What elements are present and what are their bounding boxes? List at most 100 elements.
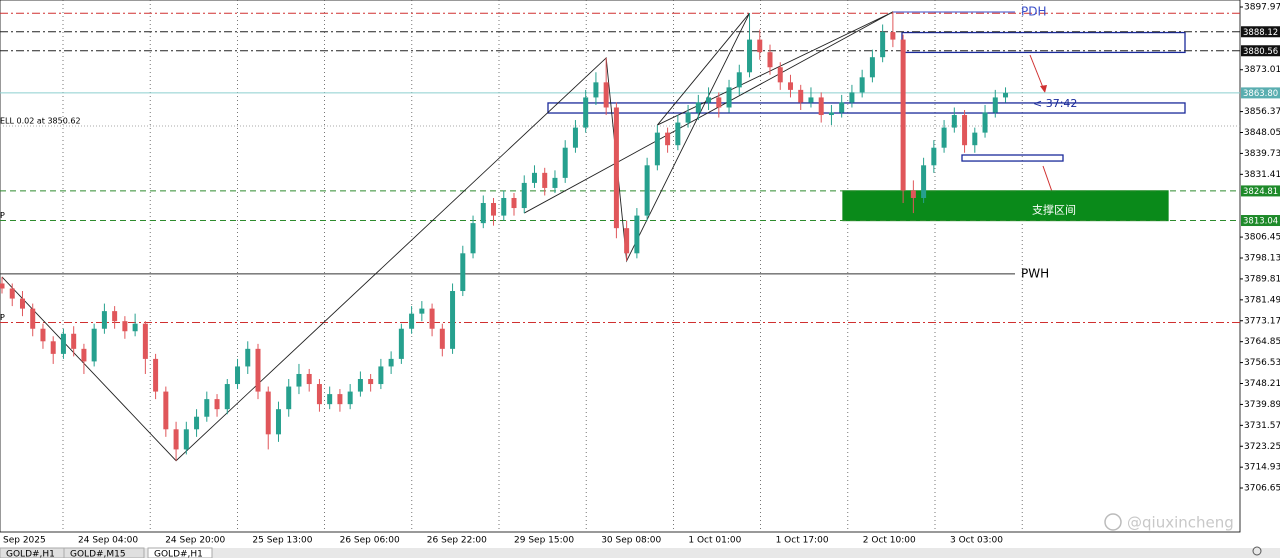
candle-body <box>736 72 742 88</box>
x-tick-label: 24 Sep 04:00 <box>78 536 138 546</box>
candle-body <box>255 348 261 392</box>
zone-label: 支撑区间 <box>1032 203 1076 217</box>
candle-body <box>50 341 56 354</box>
candle-body <box>173 429 179 450</box>
candle-body <box>982 112 988 133</box>
candle-body <box>951 115 957 128</box>
candle-body <box>19 298 25 309</box>
level-label: ELL 0.02 at 3850.62 <box>0 117 81 126</box>
watermark-icon <box>1104 513 1122 531</box>
y-tick-label: 3714.93 <box>1244 463 1280 473</box>
candle-body <box>644 165 650 216</box>
candle-body <box>562 147 568 178</box>
candle-body <box>511 197 517 209</box>
candle-body <box>194 416 200 430</box>
candle-body <box>460 253 466 292</box>
candle-body <box>531 172 537 183</box>
y-tick-label: 3848.05 <box>1244 128 1280 138</box>
candle-body <box>60 333 66 354</box>
x-tick-label: 3 Oct 03:00 <box>950 536 1003 546</box>
zone <box>547 102 1186 114</box>
candle-body <box>624 228 630 254</box>
candle-body <box>0 283 5 289</box>
candle-body <box>142 323 148 359</box>
candle-body <box>163 391 169 430</box>
candle-body <box>30 308 36 329</box>
candle-body <box>910 190 916 198</box>
candle-body <box>91 328 97 362</box>
candle-body <box>245 348 251 367</box>
price-tag-label: 3813.04 <box>1243 217 1278 227</box>
y-tick-label: 3856.37 <box>1244 107 1280 117</box>
tab-label[interactable]: GOLD#,H1 <box>154 550 203 558</box>
candle-body <box>296 373 302 387</box>
candle-body <box>583 97 589 128</box>
candle-body <box>613 107 619 229</box>
price-tag <box>1241 87 1280 99</box>
candle-body <box>521 182 527 209</box>
candle-body <box>388 358 394 367</box>
tab-label[interactable]: GOLD#,H1 <box>6 550 55 558</box>
y-tick-label: 3806.45 <box>1244 233 1280 243</box>
candle-body <box>593 82 599 98</box>
candle-body <box>849 92 855 103</box>
level-label: P <box>0 211 5 220</box>
x-tick-label: 24 Sep 20:00 <box>165 536 225 546</box>
price-tag-label: 3888.12 <box>1243 28 1278 38</box>
candle-body <box>675 122 681 146</box>
candle-body <box>706 97 712 103</box>
level-label: PDH <box>1021 4 1047 18</box>
candle-body <box>767 52 773 68</box>
candle-body <box>859 77 865 93</box>
plot-frame <box>0 0 1241 533</box>
tab[interactable] <box>147 547 213 558</box>
candle-body <box>1003 92 1009 98</box>
candle-body <box>204 399 210 417</box>
y-tick-label: 3731.57 <box>1244 421 1280 431</box>
candle-body <box>81 348 87 362</box>
scroll-icon[interactable] <box>1252 546 1262 556</box>
candle-body <box>828 112 834 116</box>
candle-body <box>357 379 363 392</box>
candle-body <box>972 132 978 146</box>
candle-body <box>931 147 937 166</box>
tab-label[interactable]: GOLD#,M15 <box>70 550 126 558</box>
arrow <box>1029 54 1045 91</box>
y-tick-label: 3756.53 <box>1244 358 1280 368</box>
candle-body <box>337 394 343 405</box>
candle-body <box>818 97 824 116</box>
candle-body <box>726 87 732 108</box>
candle-body <box>101 311 107 329</box>
x-tick-label: 26 Sep 06:00 <box>340 536 400 546</box>
watermark: @qiuxincheng <box>1127 514 1234 532</box>
x-tick-label: 25 Sep 13:00 <box>252 536 312 546</box>
y-tick-label: 3897.97 <box>1244 2 1280 12</box>
candle-body <box>757 39 763 53</box>
candle-body <box>368 379 374 385</box>
price-tag <box>1241 26 1280 38</box>
x-tick-label: 30 Sep 08:00 <box>601 536 661 546</box>
candle-body <box>398 328 404 359</box>
y-tick-label: 3789.81 <box>1244 274 1280 284</box>
tab[interactable] <box>63 547 145 558</box>
candle-body <box>777 67 783 83</box>
y-tick-label: 3739.89 <box>1244 400 1280 410</box>
candle-body <box>112 311 118 322</box>
zone <box>961 154 1064 162</box>
level-label: PWH <box>1021 266 1049 280</box>
candle-body <box>439 328 445 349</box>
candle-body <box>347 391 353 405</box>
level-label: P <box>0 313 5 322</box>
price-tag-label: 3880.56 <box>1243 47 1278 57</box>
candle-body <box>685 112 691 123</box>
candle-body <box>153 358 159 392</box>
price-tag-label: 3863.80 <box>1243 89 1278 99</box>
candle-body <box>552 177 558 188</box>
candle-body <box>869 57 875 78</box>
candle-body <box>798 89 804 103</box>
y-tick-label: 3873.01 <box>1244 65 1280 75</box>
candle-body <box>716 97 722 108</box>
arrow-head <box>1040 85 1047 93</box>
candle-body <box>880 32 886 58</box>
